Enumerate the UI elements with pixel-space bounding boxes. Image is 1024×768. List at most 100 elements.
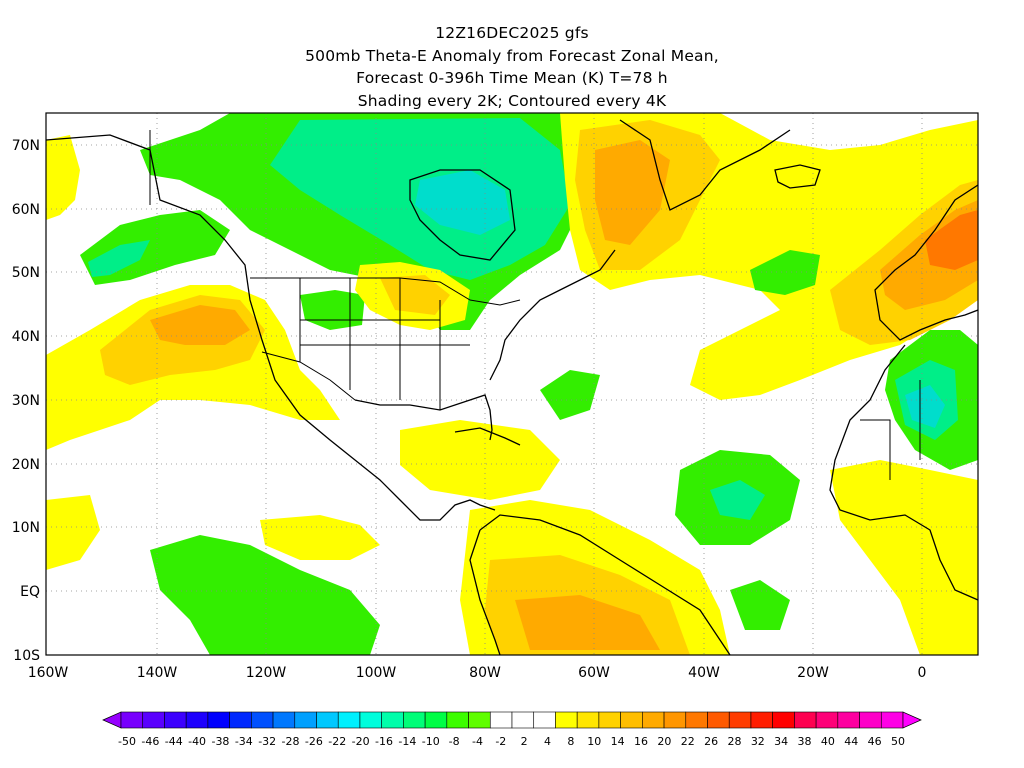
lon-label: 120W [246,665,287,681]
colorbar-label: -8 [449,735,460,748]
colorbar-label: -40 [188,735,206,748]
lat-label: 40N [12,329,40,345]
colorbar-swatch [772,711,795,729]
title-line-shading: Shading every 2K; Contoured every 4K [357,91,667,110]
colorbar-label: -10 [422,735,440,748]
colorbar-swatch [555,711,578,729]
colorbar-swatch [272,711,296,729]
colorbar-arrow-left [102,711,122,729]
colorbar-label: -14 [398,735,416,748]
coastline-south-america-west [469,529,501,655]
colorbar-label: -46 [141,735,159,748]
colorbar-swatch [424,711,448,729]
map-title: 12Z16DEC2025 gfs 500mb Theta-E Anomaly f… [0,22,1024,112]
colorbar-label: 22 [681,735,695,748]
warm-anomaly-europe-max [925,210,978,270]
colorbar-swatch [359,711,382,729]
colorbar-label: 26 [704,735,718,748]
colorbar-label: 28 [727,735,741,748]
colorbar-swatch [598,711,621,729]
cold-anomaly-tropical-atlantic-core [710,480,765,520]
lon-label: 160W [28,665,69,681]
warm-anomaly-caribbean [400,420,560,500]
colorbar-swatch [794,711,817,729]
colorbar-swatch [316,711,339,729]
lon-label: 100W [356,665,397,681]
lat-label: 10S [13,648,40,664]
coastline-africa [829,344,978,601]
colorbar-swatch [663,711,687,729]
colorbar-swatch [685,711,708,729]
colorbar-swatch [164,711,187,729]
colorbar-swatch [533,711,556,729]
colorbar-label: -44 [165,735,183,748]
cold-anomaly-canada-center [415,170,510,235]
cold-anomaly-south-atlantic [730,580,790,630]
colorbar-swatch [207,711,230,729]
colorbar-swatch [728,711,752,729]
colorbar-label: 4 [544,735,551,748]
colorbar-label: -2 [495,735,506,748]
border-north-africa [860,380,921,480]
coastline-cuba [454,427,521,446]
warm-anomaly-africa [830,460,978,655]
colorbar-label: 34 [774,735,788,748]
coastline-greenland [619,119,791,211]
colorbar-swatch [750,711,773,729]
cold-anomaly-gulf-of-alaska-core [88,240,150,277]
lat-label: 60N [12,202,40,218]
colorbar-swatch [468,711,491,729]
border-us-mexico [261,351,356,401]
lon-label: 0 [918,665,927,681]
colorbar-swatch [185,711,209,729]
colorbar-swatch [229,711,252,729]
coastline-us-east [489,249,616,381]
coastlines [46,119,978,655]
cold-anomaly-east-pacific [150,535,380,655]
colorbar-label: -4 [472,735,483,748]
colorbar-swatch [381,711,404,729]
colorbar-label: -34 [235,735,253,748]
colorbar-swatch [511,711,535,729]
colorbar-label: 16 [634,735,648,748]
colorbar-swatch [403,711,426,729]
colorbar-swatch [576,711,600,729]
colorbar-label: 14 [611,735,625,748]
title-line-field: 500mb Theta-E Anomaly from Forecast Zona… [305,46,719,65]
warm-anomaly-northeast-pacific-max [150,305,250,345]
lat-label: 10N [12,520,40,536]
colorbar-swatch [707,711,730,729]
colorbar-label: 8 [567,735,574,748]
warm-anomaly-west-africa-coast [46,135,80,220]
coastline-hudson-bay [409,169,516,261]
colorbar-swatch [489,711,513,729]
colorbar-swatch [120,711,144,729]
colorbar-swatch [815,711,839,729]
warm-anomaly-east-tropical-pacific [260,515,380,560]
graticule [46,113,978,655]
title-line-forecast: Forecast 0-396h Time Mean (K) T=78 h [356,69,668,87]
colorbar-swatch [837,711,860,729]
coastline-south-america [479,514,731,655]
colorbar-label: -26 [305,735,323,748]
warm-anomaly-central-us-core [380,275,450,315]
border-us-canada [250,277,521,306]
cold-anomaly-north-atlantic [750,250,820,295]
longitude-axis: 160W 140W 120W 100W 80W 60W 40W 20W 0 [28,665,927,681]
colorbar-swatch [337,711,361,729]
colorbar-label: 40 [821,735,835,748]
colorbar-swatch [642,711,665,729]
colorbar-swatch [251,711,274,729]
colorbar-label: 38 [798,735,812,748]
colorbar-label: 32 [751,735,765,748]
lon-label: 20W [797,665,829,681]
colorbar-label: 46 [868,735,882,748]
colorbar-label: -32 [258,735,276,748]
lat-label: EQ [20,584,40,600]
coastline-europe [874,184,978,341]
lon-label: 60W [578,665,610,681]
colorbar-label: 50 [891,735,905,748]
colorbar-label: -20 [352,735,370,748]
colorbar-label: -38 [211,735,229,748]
